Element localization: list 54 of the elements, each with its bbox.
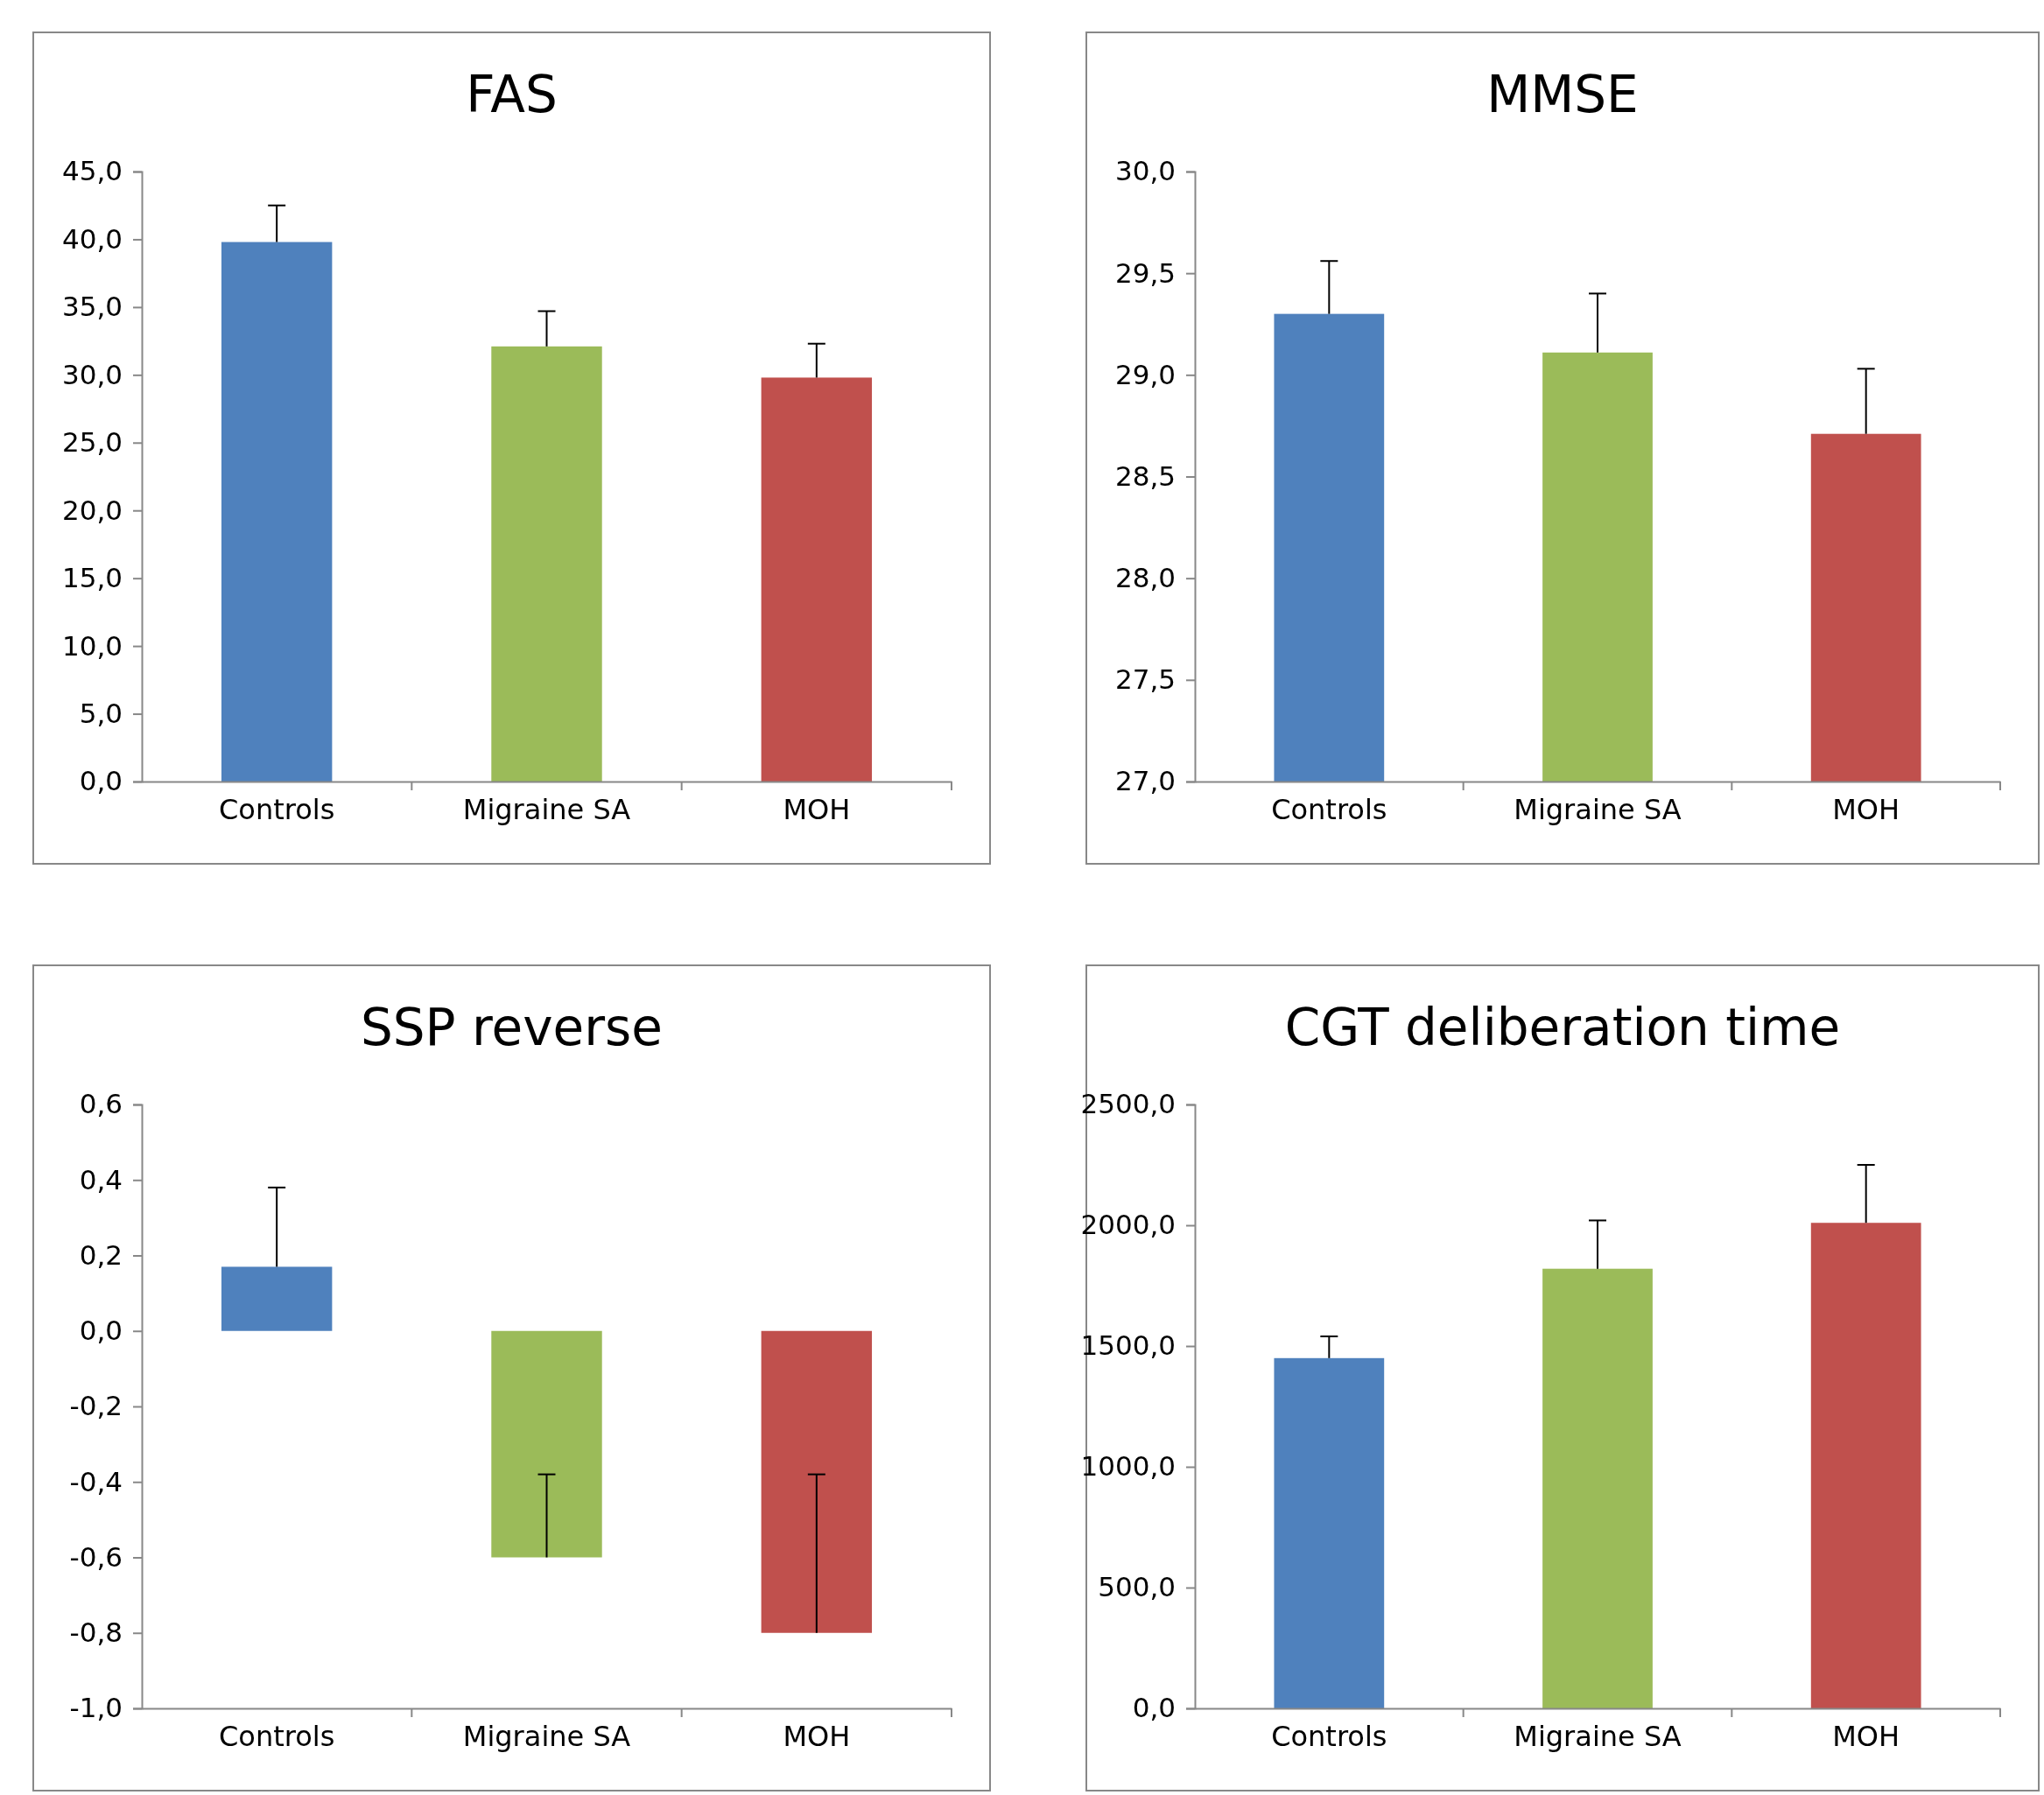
y-tick-label: -0,4 <box>69 1465 123 1497</box>
x-tick-label: Migraine SA <box>1514 1719 1682 1753</box>
y-tick-label: -0,6 <box>69 1540 123 1573</box>
bar <box>1542 1268 1653 1708</box>
y-tick-label: 0,2 <box>79 1238 123 1271</box>
x-tick-label: MOH <box>783 1719 851 1753</box>
x-tick-label: MOH <box>783 792 851 826</box>
y-tick-label: 35,0 <box>61 291 123 323</box>
y-tick-label: 0,0 <box>1132 1692 1176 1724</box>
x-tick-label: Migraine SA <box>462 1719 631 1753</box>
bar <box>491 346 602 782</box>
x-tick-label: Controls <box>218 792 335 826</box>
x-tick-label: Migraine SA <box>1514 792 1682 826</box>
y-tick-label: 500,0 <box>1098 1571 1176 1603</box>
y-tick-label: 45,0 <box>61 155 123 187</box>
y-tick-label: 27,0 <box>1114 765 1176 797</box>
y-tick-label: 15,0 <box>61 562 123 594</box>
y-tick-label: 2500,0 <box>1080 1088 1176 1120</box>
y-tick-label: 25,0 <box>61 426 123 459</box>
y-tick-label: -0,2 <box>69 1390 123 1422</box>
y-tick-label: 0,0 <box>79 1315 123 1347</box>
y-tick-label: 0,0 <box>79 765 123 797</box>
bar <box>1810 1223 1921 1708</box>
x-tick-label: MOH <box>1832 1719 1900 1753</box>
y-tick-label: 1000,0 <box>1080 1450 1176 1483</box>
bar <box>1274 1357 1385 1708</box>
x-tick-label: MOH <box>1832 792 1900 826</box>
y-tick-label: 30,0 <box>61 358 123 390</box>
y-tick-label: 40,0 <box>61 222 123 255</box>
chart-title: SSP reverse <box>360 998 664 1057</box>
y-tick-label: 0,4 <box>79 1163 123 1195</box>
y-tick-label: -1,0 <box>69 1692 123 1724</box>
y-tick-label: -0,8 <box>69 1616 123 1649</box>
x-tick-label: Controls <box>218 1719 335 1753</box>
y-tick-label: 10,0 <box>61 629 123 662</box>
x-tick-label: Controls <box>1271 792 1387 826</box>
chart-title: CGT deliberation time <box>1284 998 1841 1057</box>
y-tick-label: 20,0 <box>61 494 123 526</box>
x-tick-label: Migraine SA <box>462 792 631 826</box>
bar <box>221 242 333 782</box>
y-tick-label: 5,0 <box>79 697 123 729</box>
bar <box>761 377 873 782</box>
y-tick-label: 29,5 <box>1114 256 1176 289</box>
y-tick-label: 29,0 <box>1114 358 1176 390</box>
y-tick-label: 2000,0 <box>1080 1209 1176 1241</box>
y-tick-label: 1500,0 <box>1080 1329 1176 1362</box>
y-tick-label: 28,5 <box>1114 459 1176 492</box>
y-tick-label: 28,0 <box>1114 562 1176 594</box>
y-tick-label: 27,5 <box>1114 663 1176 696</box>
x-tick-label: Controls <box>1271 1719 1387 1753</box>
chart-title: FAS <box>466 65 558 124</box>
chart-title: MMSE <box>1486 65 1639 124</box>
y-tick-label: 30,0 <box>1114 155 1176 187</box>
y-tick-label: 0,6 <box>79 1088 123 1120</box>
